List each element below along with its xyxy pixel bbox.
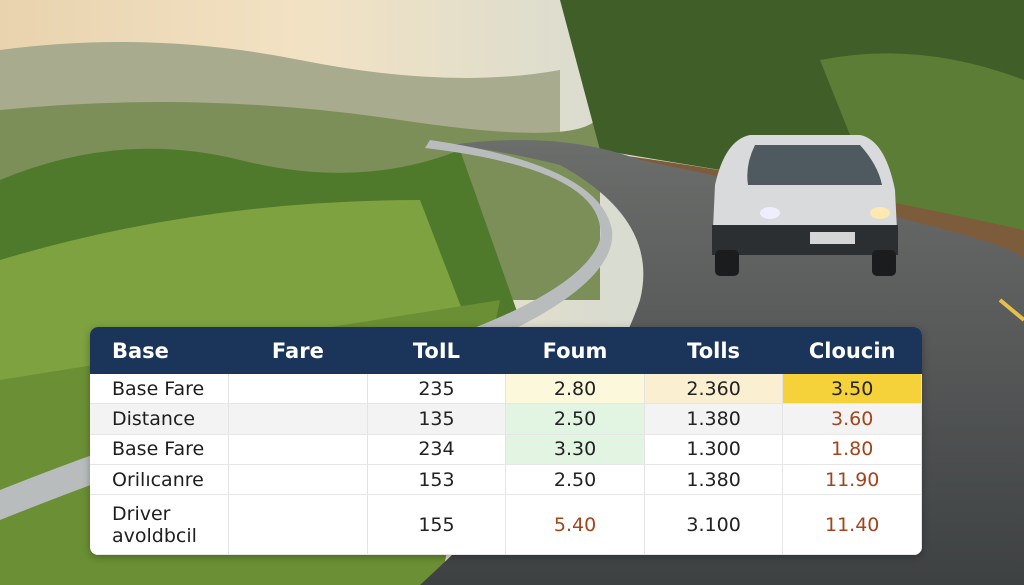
table-cell: 1.300 — [644, 434, 784, 466]
table-cell: 135 — [367, 403, 507, 435]
table-row: Base Fare 235 2.80 2.360 3.50 — [90, 374, 922, 405]
table-cell: 5.40 — [505, 494, 645, 555]
column-header: ToIL — [367, 327, 506, 374]
table-cell — [228, 464, 368, 496]
table-cell: 235 — [367, 374, 507, 405]
column-header: Fare — [228, 327, 368, 374]
row-label: Orilıcanre — [90, 464, 230, 496]
table-cell: 234 — [367, 434, 507, 466]
table-cell: 3.30 — [505, 434, 645, 466]
car — [712, 135, 898, 276]
column-header: Base — [90, 327, 229, 374]
table-row: Driver avoldbcil 155 5.40 3.100 11.40 — [90, 494, 922, 555]
table-row: Distance 135 2.50 1.380 3.60 — [90, 403, 922, 435]
row-label: Distance — [90, 403, 230, 435]
table-cell: 3.50 — [782, 374, 922, 405]
table-row: Base Fare 234 3.30 1.300 1.80 — [90, 434, 922, 466]
row-label: Base Fare — [90, 374, 230, 405]
column-header: Cloucin — [782, 327, 922, 374]
table-cell — [228, 403, 368, 435]
table-cell: 1.80 — [782, 434, 922, 466]
table-cell: 1.380 — [644, 403, 784, 435]
table-cell: 2.80 — [505, 374, 645, 405]
column-header: Tolls — [644, 327, 783, 374]
table-cell — [228, 374, 368, 405]
table-cell: 1.380 — [644, 464, 784, 496]
table-cell: 11.90 — [782, 464, 922, 496]
table-row: Orilıcanre 153 2.50 1.380 11.90 — [90, 464, 922, 496]
table-cell: 155 — [367, 494, 507, 555]
table-cell: 11.40 — [782, 494, 922, 555]
row-label: Driver avoldbcil — [90, 494, 230, 555]
table-header-row: Base Fare ToIL Foum Tolls Cloucin — [90, 327, 922, 374]
table-cell: 3.100 — [644, 494, 784, 555]
table-cell: 2.50 — [505, 464, 645, 496]
column-header: Foum — [505, 327, 645, 374]
table-cell — [228, 434, 368, 466]
table-cell: 2.360 — [644, 374, 784, 405]
table-cell: 2.50 — [505, 403, 645, 435]
table-cell: 153 — [367, 464, 507, 496]
row-label: Base Fare — [90, 434, 230, 466]
table-cell: 3.60 — [782, 403, 922, 435]
fare-table: Base Fare ToIL Foum Tolls Cloucin Base F… — [90, 327, 922, 555]
table-cell — [228, 494, 368, 555]
